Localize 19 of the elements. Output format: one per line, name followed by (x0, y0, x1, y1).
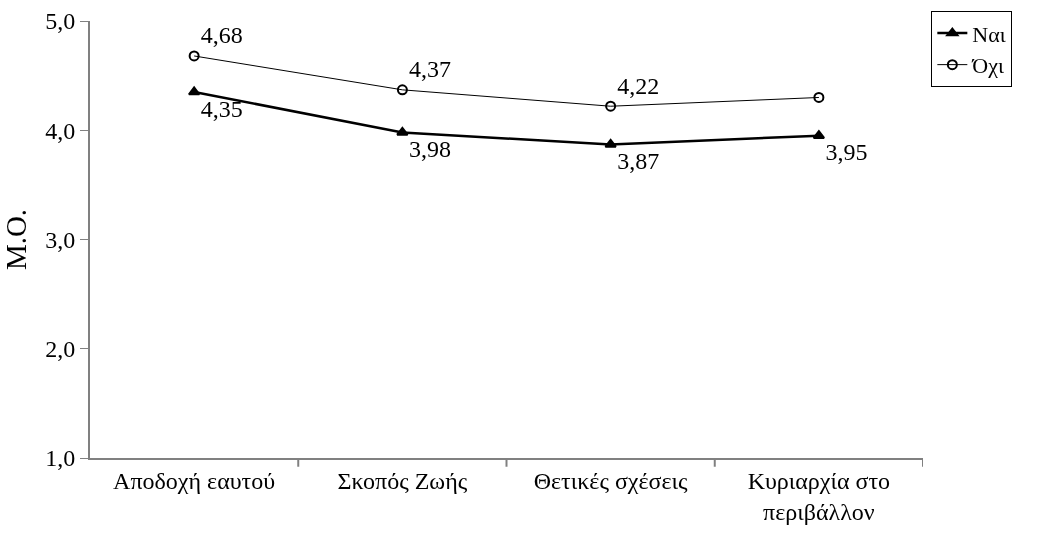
x-tick-label: Σκοπός Ζωής (337, 467, 468, 494)
legend-label: Όχι (971, 53, 1004, 79)
data-label: 4,35 (200, 95, 243, 122)
data-label: 3,87 (617, 148, 660, 175)
y-axis-title: Μ.Ο. (0, 208, 32, 271)
x-tick-label: Αποδοχή εαυτού (113, 467, 276, 494)
data-label: 4,22 (617, 72, 660, 99)
y-tick-label: 1,0 (45, 445, 76, 472)
x-tick-label: Θετικές σχέσεις (533, 467, 689, 494)
legend-label: Ναι (972, 21, 1006, 47)
y-tick-label: 2,0 (45, 336, 76, 363)
data-label: 3,98 (409, 136, 452, 163)
data-label: 4,68 (200, 22, 243, 49)
y-tick-label: 4,0 (45, 117, 76, 144)
data-label: 3,95 (825, 139, 868, 166)
data-label: 4,37 (409, 56, 452, 83)
y-tick-label: 3,0 (45, 226, 76, 253)
y-tick-label: 5,0 (45, 8, 76, 35)
x-tick-label: Κυριαρχία στο περιβάλλον (747, 467, 891, 525)
